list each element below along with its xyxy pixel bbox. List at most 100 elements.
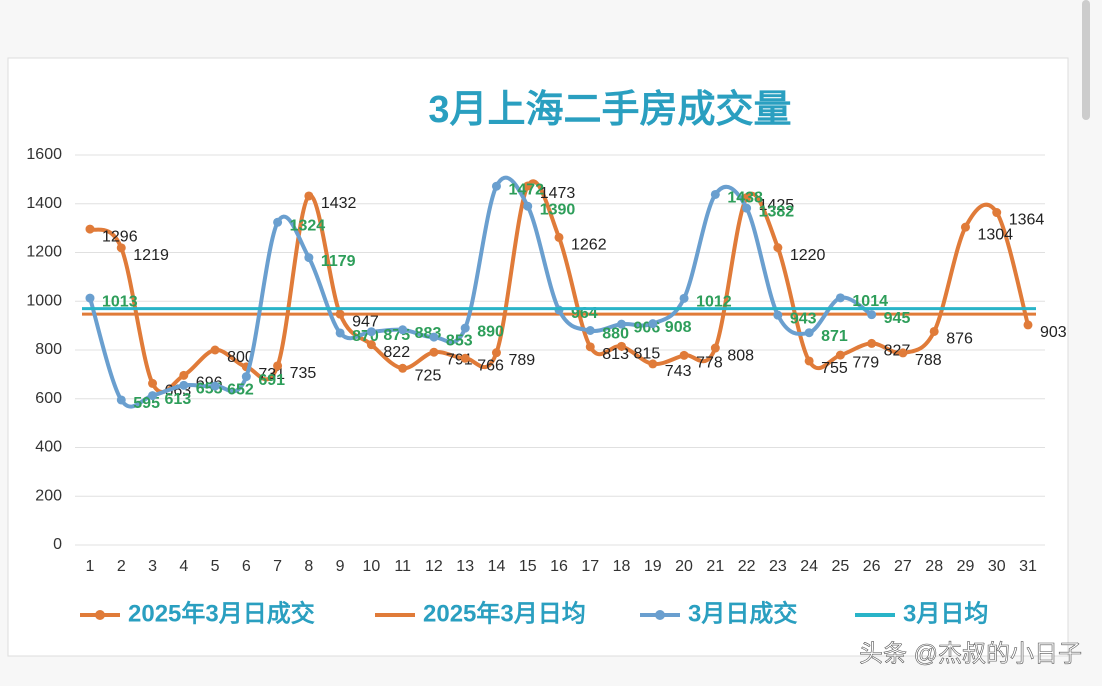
series-line xyxy=(88,175,873,409)
data-label: 725 xyxy=(415,368,442,385)
data-point xyxy=(491,181,501,191)
data-label: 947 xyxy=(352,313,379,330)
x-tick-label: 26 xyxy=(863,558,881,575)
x-tick-label: 2 xyxy=(117,558,126,575)
data-label: 789 xyxy=(508,352,535,369)
x-tick-label: 10 xyxy=(363,558,381,575)
data-label: 871 xyxy=(821,328,848,345)
x-tick-label: 30 xyxy=(988,558,1006,575)
x-tick-label: 4 xyxy=(179,558,188,575)
data-point xyxy=(835,350,845,360)
data-point xyxy=(210,345,220,355)
data-label: 1425 xyxy=(759,197,795,214)
legend-marker xyxy=(655,610,665,620)
data-label: 613 xyxy=(165,391,192,408)
data-point xyxy=(210,381,220,391)
data-point xyxy=(960,222,970,232)
data-point xyxy=(867,338,877,348)
data-point xyxy=(710,343,720,353)
data-point xyxy=(335,328,345,338)
data-point xyxy=(742,203,752,213)
data-label: 808 xyxy=(727,347,754,364)
data-label: 815 xyxy=(634,346,661,363)
data-label: 788 xyxy=(915,352,942,369)
data-label: 908 xyxy=(665,319,692,336)
data-point xyxy=(523,181,533,191)
x-tick-label: 15 xyxy=(519,558,537,575)
x-tick-label: 27 xyxy=(894,558,912,575)
y-tick-label: 1200 xyxy=(26,244,62,261)
data-label: 1262 xyxy=(571,237,607,254)
data-point xyxy=(742,193,752,203)
data-point xyxy=(929,326,939,336)
watermark: 头条 @杰叔的小日子 xyxy=(859,640,1082,667)
data-label: 890 xyxy=(477,323,504,340)
x-tick-label: 19 xyxy=(644,558,662,575)
data-label: 943 xyxy=(790,310,817,327)
data-label: 853 xyxy=(446,332,473,349)
data-label: 743 xyxy=(665,363,692,380)
chart-title: 3月上海二手房成交量 xyxy=(428,88,791,131)
data-label: 1012 xyxy=(696,294,732,311)
data-label: 1220 xyxy=(790,247,826,264)
data-label: 778 xyxy=(696,355,723,372)
data-label: 1296 xyxy=(102,228,138,245)
data-point xyxy=(179,370,189,380)
data-point xyxy=(273,217,283,227)
data-point xyxy=(1023,320,1033,330)
data-point xyxy=(85,224,95,234)
data-label: 691 xyxy=(258,372,285,389)
data-point xyxy=(867,310,877,320)
data-point xyxy=(835,293,845,303)
x-tick-label: 8 xyxy=(304,558,313,575)
data-label: 755 xyxy=(821,360,848,377)
data-point xyxy=(398,325,408,335)
data-point xyxy=(773,243,783,253)
data-point xyxy=(429,347,439,357)
data-label: 1324 xyxy=(290,217,326,234)
data-point xyxy=(304,253,314,263)
data-point xyxy=(554,232,564,242)
legend-label: 3月日均 xyxy=(903,599,988,627)
data-point xyxy=(460,323,470,333)
data-label: 822 xyxy=(383,344,410,361)
data-label: 1438 xyxy=(727,190,763,207)
data-point xyxy=(116,395,126,405)
data-point xyxy=(398,363,408,373)
x-tick-label: 31 xyxy=(1019,558,1037,575)
data-label: 655 xyxy=(196,381,223,398)
data-label: 876 xyxy=(946,331,973,348)
y-tick-label: 1400 xyxy=(26,195,62,212)
data-point xyxy=(366,327,376,337)
scrollbar xyxy=(1082,0,1090,120)
data-point xyxy=(992,208,1002,218)
y-tick-label: 600 xyxy=(35,390,62,407)
data-point xyxy=(366,340,376,350)
x-tick-label: 22 xyxy=(738,558,756,575)
data-point xyxy=(304,191,314,201)
data-point xyxy=(648,359,658,369)
legend-label: 2025年3月日均 xyxy=(423,599,586,627)
data-point xyxy=(179,380,189,390)
data-point xyxy=(585,326,595,335)
data-point xyxy=(617,341,627,351)
data-point xyxy=(679,293,689,303)
data-label: 766 xyxy=(477,358,504,375)
x-tick-label: 20 xyxy=(675,558,693,575)
data-label: 1014 xyxy=(852,293,888,310)
data-point xyxy=(804,356,814,366)
chart-card xyxy=(7,57,1069,657)
y-tick-label: 1000 xyxy=(26,292,62,309)
data-point xyxy=(148,391,158,401)
data-label: 1219 xyxy=(133,247,169,264)
data-point xyxy=(148,378,158,388)
x-tick-label: 18 xyxy=(613,558,631,575)
data-label: 1432 xyxy=(321,195,357,212)
data-label: 800 xyxy=(227,349,254,366)
data-label: 1390 xyxy=(540,201,576,218)
x-tick-label: 9 xyxy=(336,558,345,575)
data-label: 1013 xyxy=(102,293,138,310)
x-tick-label: 25 xyxy=(832,558,850,575)
data-label: 1304 xyxy=(977,226,1013,243)
y-tick-label: 800 xyxy=(35,341,62,358)
